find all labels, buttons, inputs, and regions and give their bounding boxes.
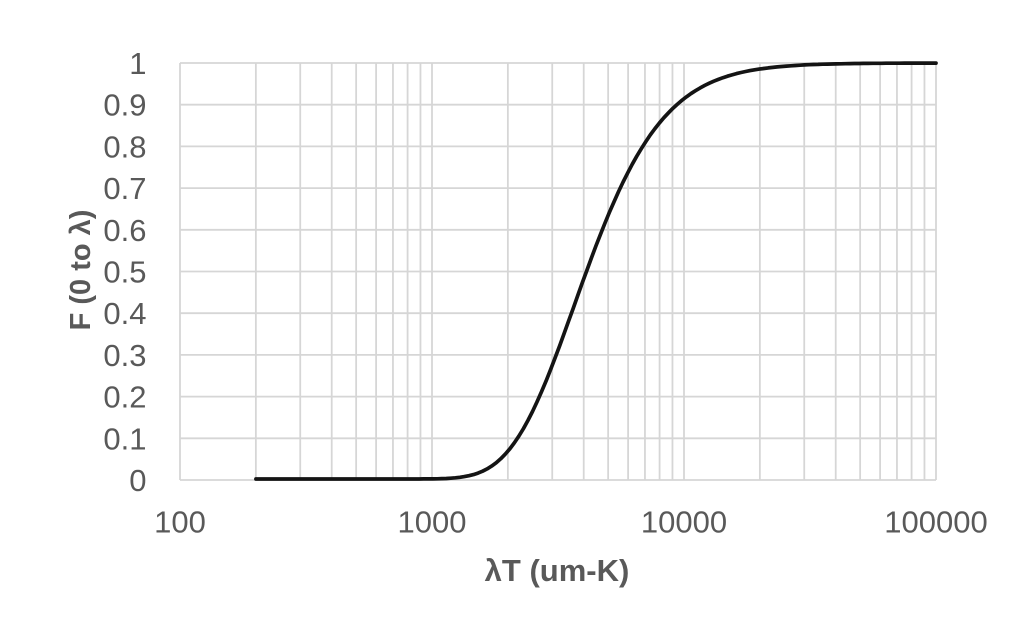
svg-text:0.6: 0.6	[103, 213, 146, 248]
svg-text:F (0 to λ): F (0 to λ)	[65, 210, 97, 331]
svg-text:100000: 100000	[884, 505, 987, 540]
svg-text:0.7: 0.7	[103, 171, 146, 206]
svg-text:10000: 10000	[641, 505, 727, 540]
svg-text:0.3: 0.3	[103, 338, 146, 373]
svg-text:0.9: 0.9	[103, 88, 146, 123]
svg-text:1000: 1000	[398, 505, 467, 540]
svg-text:0.2: 0.2	[103, 380, 146, 415]
svg-text:0: 0	[129, 463, 146, 498]
svg-text:100: 100	[154, 505, 206, 540]
svg-text:1: 1	[129, 46, 146, 81]
svg-text:0.1: 0.1	[103, 421, 146, 456]
svg-text:0.4: 0.4	[103, 296, 146, 331]
svg-text:0.8: 0.8	[103, 129, 146, 164]
svg-text:0.5: 0.5	[103, 255, 146, 290]
svg-text:λT (um-K): λT (um-K)	[485, 553, 630, 588]
